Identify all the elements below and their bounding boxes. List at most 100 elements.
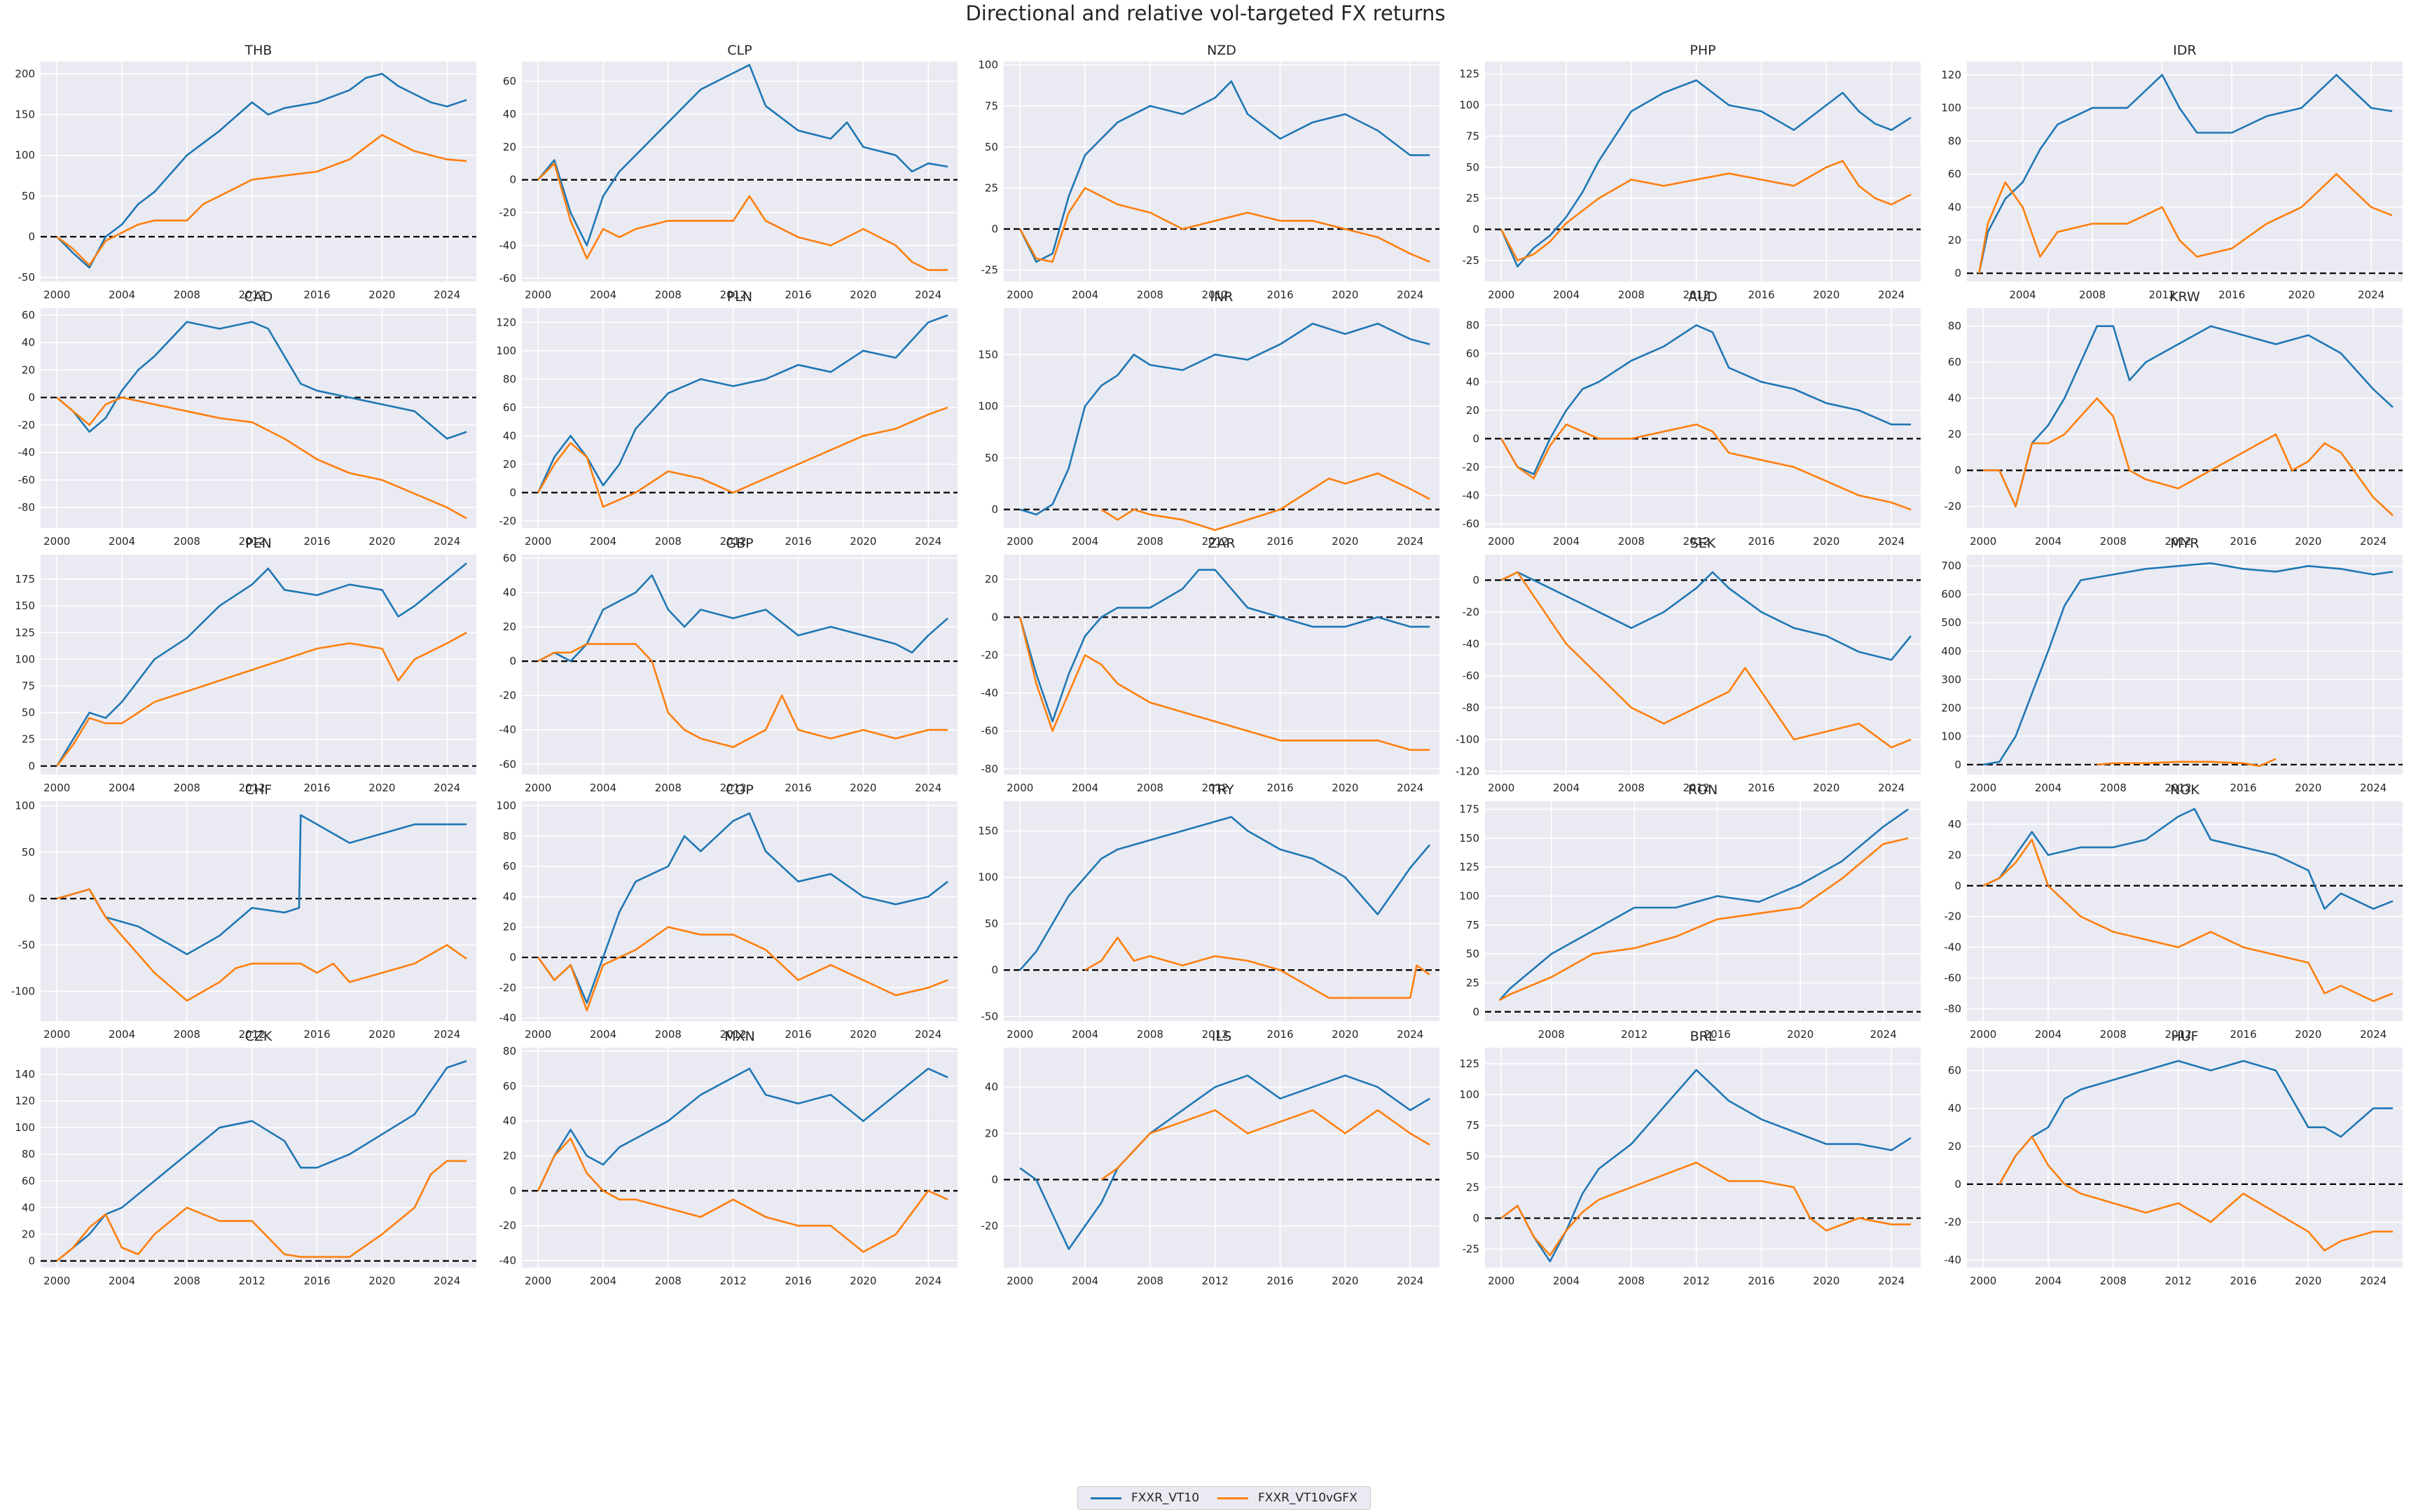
chart-panel-thb: 2000 2004 2008 2012 2016 2020 2024 -50 0 50 100 150… <box>15 43 476 301</box>
x-tick-label: 2012 <box>1683 1275 1710 1287</box>
x-tick-label: 2008 <box>655 782 682 794</box>
y-tick-label: -20 <box>1944 500 1962 513</box>
chart-panel-krw: 2000 2004 2008 2012 2016 2020 2024 -20 0 20 40 60 80… <box>1944 289 2403 548</box>
y-tick-label: -20 <box>499 1219 517 1232</box>
y-tick-label: 0 <box>1472 574 1479 586</box>
y-tick-label: 20 <box>1948 234 1961 247</box>
x-tick-label: 2024 <box>2360 782 2386 794</box>
panel-title: PEN <box>245 536 272 551</box>
y-tick-label: 50 <box>985 452 998 464</box>
x-tick-label: 2020 <box>368 782 395 794</box>
y-tick-label: 0 <box>509 951 516 964</box>
x-tick-label: 2000 <box>1970 535 1996 548</box>
x-tick-label: 2024 <box>1397 1028 1423 1041</box>
chart-panel-cad: 2000 2004 2008 2012 2016 2020 2024 -80 -60 -40 -20… <box>18 289 476 548</box>
x-tick-label: 2008 <box>1618 535 1645 548</box>
y-tick-label: 60 <box>22 309 35 321</box>
x-tick-label: 2024 <box>434 289 460 301</box>
chart-panel-zar: 2000 2004 2008 2012 2016 2020 2024 -80 -60 -40 -20… <box>981 536 1439 794</box>
x-tick-label: 2004 <box>590 1028 616 1041</box>
x-tick-label: 2008 <box>1137 782 1163 794</box>
x-tick-label: 2016 <box>1266 1028 1293 1041</box>
series-line-2 <box>1500 423 1912 511</box>
x-tick-label: 2004 <box>590 1275 616 1287</box>
x-tick-label: 2016 <box>1266 1275 1293 1287</box>
x-tick-label: 2012 <box>720 782 747 794</box>
series-line-2 <box>2096 758 2277 768</box>
x-tick-label: 2012 <box>1202 782 1229 794</box>
plot-area <box>1967 308 2403 528</box>
y-tick-label: 100 <box>496 799 516 812</box>
x-tick-label: 2016 <box>303 1028 330 1041</box>
x-tick-label: 2024 <box>2360 1028 2386 1041</box>
y-tick-label: -80 <box>981 763 999 775</box>
x-tick-label: 2004 <box>1072 782 1098 794</box>
y-tick-label: 100 <box>1459 1088 1479 1101</box>
legend-label-series2: FXXR_VT10vGFX <box>1258 1491 1358 1505</box>
series-line-2 <box>1100 472 1430 532</box>
x-tick-label: 2012 <box>720 1028 747 1041</box>
x-tick-label: 2004 <box>109 535 135 548</box>
chart-panel-aud: 2000 2004 2008 2012 2016 2020 2024 -60 -40 -20 0 20… <box>1463 289 1921 548</box>
x-tick-label: 2016 <box>785 535 811 548</box>
x-tick-label: 2008 <box>2100 1275 2127 1287</box>
y-tick-label: 0 <box>509 1184 516 1197</box>
plot-area <box>522 1048 958 1268</box>
x-tick-label: 2004 <box>109 782 135 794</box>
x-tick-label: 2000 <box>525 535 551 548</box>
series-line-1 <box>537 812 948 1004</box>
panel-title: KRW <box>2169 289 2200 305</box>
y-tick-label: -25 <box>981 264 999 277</box>
y-tick-label: 0 <box>28 1254 35 1267</box>
plot-area <box>1004 1048 1439 1268</box>
y-tick-label: 0 <box>509 655 516 667</box>
x-tick-label: 2016 <box>1748 1275 1774 1287</box>
x-tick-label: 2024 <box>434 1028 460 1041</box>
y-tick-label: 100 <box>1459 890 1479 903</box>
y-tick-label: 40 <box>22 1201 35 1214</box>
x-tick-label: 2024 <box>1397 535 1423 548</box>
series-line-1 <box>1498 808 1909 1001</box>
x-tick-label: 2020 <box>1813 782 1839 794</box>
y-tick-label: 60 <box>1948 1064 1961 1076</box>
x-tick-label: 2004 <box>1072 535 1098 548</box>
x-tick-label: 2016 <box>303 535 330 548</box>
y-tick-label: 50 <box>985 917 998 930</box>
x-tick-label: 2016 <box>1266 535 1293 548</box>
x-tick-label: 2000 <box>43 1275 70 1287</box>
y-tick-label: 40 <box>1948 1102 1961 1115</box>
series-line-1 <box>1500 79 1912 268</box>
series-line-1 <box>1019 1074 1430 1250</box>
panel-title: ILS <box>1212 1029 1231 1044</box>
x-tick-label: 2016 <box>303 782 330 794</box>
chart-panel-gbp: 2000 2004 2008 2012 2016 2020 2024 -60 -40 -20 0 20… <box>499 536 958 794</box>
x-tick-label: 2008 <box>2079 289 2106 301</box>
y-tick-label: 25 <box>22 733 35 746</box>
series-line-2 <box>1499 837 1909 1001</box>
y-tick-label: 0 <box>991 611 998 623</box>
panel-title: THB <box>244 43 272 58</box>
y-tick-label: -80 <box>1944 1002 1962 1015</box>
panel-title: INR <box>1210 289 1233 305</box>
y-tick-label: 60 <box>1948 356 1961 368</box>
y-tick-label: 0 <box>991 223 998 235</box>
y-tick-label: 0 <box>991 503 998 515</box>
series-line-1 <box>1998 1060 2393 1185</box>
x-tick-label: 2020 <box>1813 535 1839 548</box>
x-tick-label: 2012 <box>2165 1275 2192 1287</box>
y-tick-label: 400 <box>1941 645 1961 658</box>
y-tick-label: 80 <box>22 1148 35 1160</box>
series-line-2 <box>56 396 467 520</box>
x-tick-label: 2016 <box>2218 289 2245 301</box>
y-tick-label: 60 <box>22 1174 35 1187</box>
y-tick-label: -25 <box>1463 1243 1480 1256</box>
x-tick-label: 2004 <box>109 289 135 301</box>
series-line-2 <box>537 1137 948 1253</box>
x-tick-label: 2000 <box>1488 535 1514 548</box>
y-tick-label: -50 <box>18 938 36 951</box>
y-tick-label: 100 <box>978 59 998 71</box>
series-line-1 <box>56 562 467 767</box>
x-tick-label: 2012 <box>1683 535 1710 548</box>
legend-label-series1: FXXR_VT10 <box>1131 1491 1200 1505</box>
